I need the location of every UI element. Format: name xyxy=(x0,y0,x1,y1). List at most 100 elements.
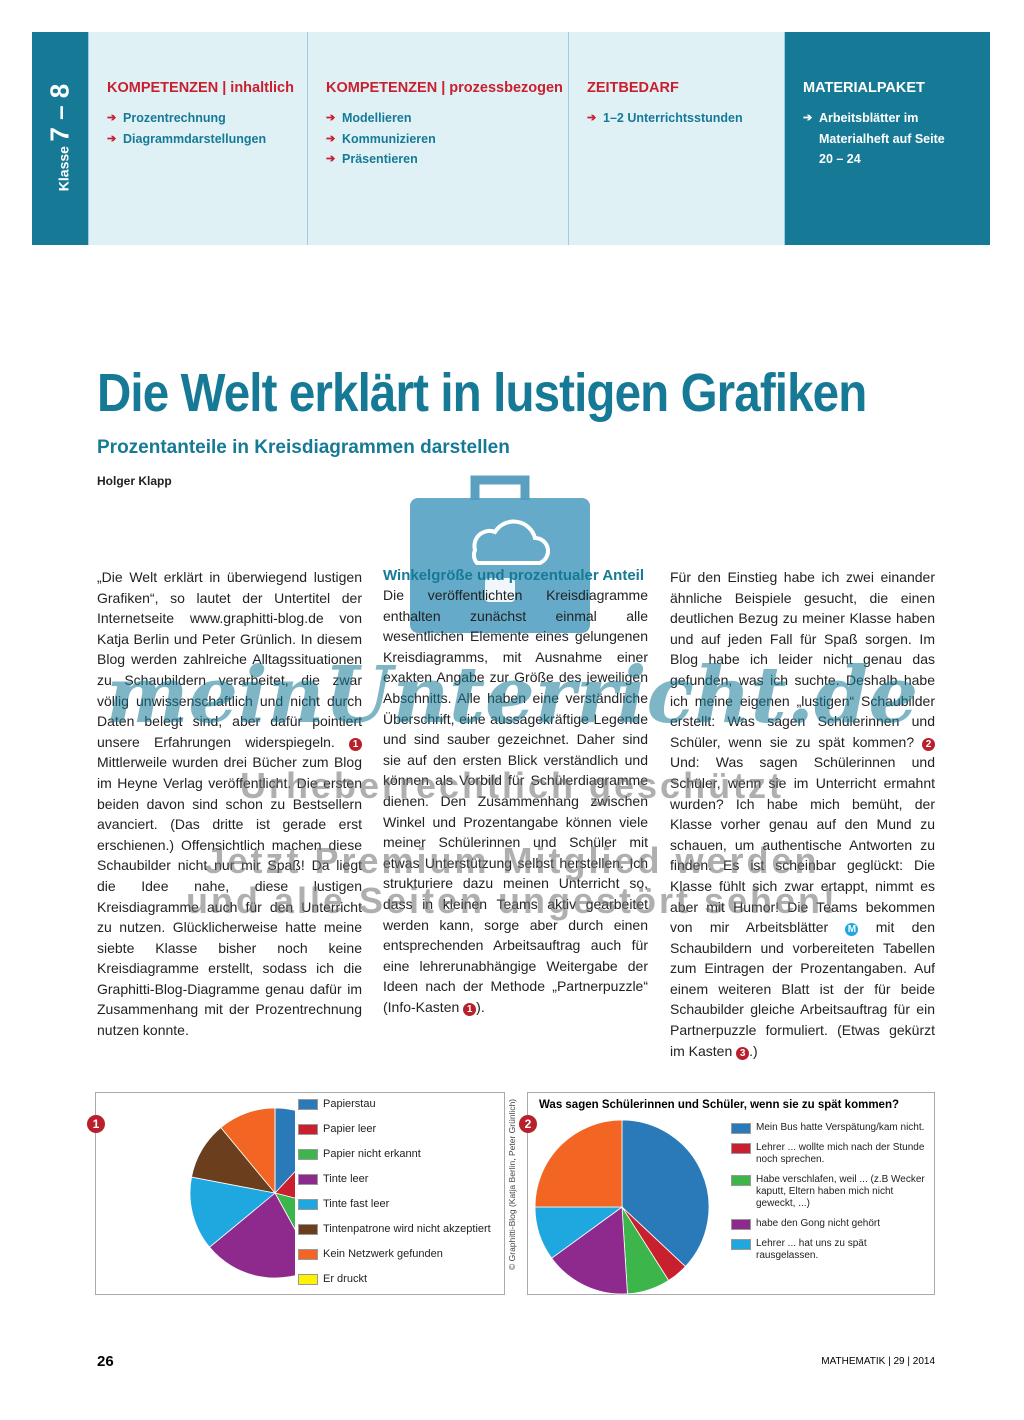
watermark: meinUnterricht.de xyxy=(105,650,919,741)
chart-frame xyxy=(95,1092,505,1295)
legend-item: Papier leer xyxy=(298,1123,498,1135)
header-item: Prozentrechnung xyxy=(107,108,307,129)
legend-item: Kein Netzwerk gefunden xyxy=(298,1248,498,1260)
header-column-title: MATERIALPAKET xyxy=(803,80,925,96)
legend-item: Habe verschlafen, weil ... (z.B Wecker k… xyxy=(731,1174,926,1210)
page-number: 26 xyxy=(97,1353,114,1370)
legend-swatch xyxy=(298,1274,318,1285)
header-item: Präsentieren xyxy=(326,149,568,170)
grade-strip: Klasse 7 – 8 xyxy=(32,32,88,245)
text: Die veröffentlichten Kreisdiagramme enth… xyxy=(383,587,648,1015)
legend-swatch xyxy=(731,1219,751,1230)
legend-label: Er druckt xyxy=(323,1273,368,1285)
watermark: und alle Seiten ungestört sehen! xyxy=(185,880,839,921)
grade-label: Klasse xyxy=(55,146,72,192)
legend-label: Tinte leer xyxy=(323,1173,369,1185)
legend-swatch xyxy=(298,1124,318,1135)
watermark: Urheberrechtlich geschützt xyxy=(239,765,785,806)
legend-item: Er druckt xyxy=(298,1273,498,1285)
paragraph: Für den Einstieg habe ich zwei einander … xyxy=(670,567,935,1061)
pie-slice xyxy=(621,1119,710,1268)
pie-slice xyxy=(551,1206,628,1295)
pie-slice xyxy=(189,1176,276,1248)
pie-slice xyxy=(208,1192,295,1279)
header-item: Diagrammdarstellungen xyxy=(107,129,307,150)
legend-label: habe den Gong nicht gehört xyxy=(756,1218,880,1229)
grade-range: 7 – 8 xyxy=(44,83,75,142)
text: Und: Was sagen Schülerinnen und Schüler,… xyxy=(670,754,935,936)
paragraph: „Die Welt erklärt in überwiegend lustige… xyxy=(97,567,362,1041)
header-item: Kommunizieren xyxy=(326,129,568,150)
text: Für den Einstieg habe ich zwei einander … xyxy=(670,569,935,750)
text-column: Winkelgröße und prozentualer Anteil Die v… xyxy=(383,567,648,1017)
text: mit den Schaubildern und vorbereiteten T… xyxy=(670,919,935,1059)
pie-slice xyxy=(274,1171,295,1199)
badge: 2 xyxy=(922,737,935,751)
chart-badge: 2 xyxy=(519,1115,537,1133)
text: ). xyxy=(476,998,485,1015)
legend-item: Lehrer ... wollte mich nach der Stunde n… xyxy=(731,1142,926,1166)
legend-item: Papier nicht erkannt xyxy=(298,1148,498,1160)
header-item: 1–2 Unterrichtsstunden xyxy=(587,108,784,129)
paragraph: Die veröffentlichten Kreisdiagramme enth… xyxy=(383,585,648,1017)
legend-item: Lehrer ... hat uns zu spät rausgelassen. xyxy=(731,1238,926,1262)
legend-label: Tintenpatrone wird nicht akzeptiert xyxy=(323,1223,491,1235)
legend-label: Tinte fast leer xyxy=(323,1198,390,1210)
legend-swatch xyxy=(298,1099,318,1110)
section-heading: Winkelgröße und prozentualer Anteil xyxy=(383,567,644,584)
header-item: Modellieren xyxy=(326,108,568,129)
badge: 3 xyxy=(736,1046,750,1060)
author: Holger Klapp xyxy=(97,474,172,488)
legend-label: Papier leer xyxy=(323,1123,377,1135)
chart-frame xyxy=(527,1092,935,1295)
legend-swatch xyxy=(298,1249,318,1260)
header-column-title: KOMPETENZEN | prozessbezogen xyxy=(326,80,563,96)
text: Mittlerweile wurden drei Bücher zum Blog… xyxy=(97,754,362,1039)
legend-item: Tinte fast leer xyxy=(298,1198,498,1210)
chart-badge: 1 xyxy=(87,1115,105,1133)
legend-item: Mein Bus hatte Verspätung/kam nicht. xyxy=(731,1122,926,1134)
header-column: KOMPETENZEN | prozessbezogen ModellierenK… xyxy=(307,32,568,245)
header-column-title: ZEITBEDARF xyxy=(587,80,679,96)
pie-slice xyxy=(274,1192,295,1231)
credit: © Graphitti-Blog (Katja Berlin, Peter Gr… xyxy=(507,1098,517,1270)
legend-item: Papierstau xyxy=(298,1098,498,1110)
briefcase-watermark xyxy=(410,475,590,633)
header-column: MATERIALPAKET Arbeitsblätter im Materialh… xyxy=(784,32,990,245)
legend-swatch xyxy=(298,1199,318,1210)
legend-label: Mein Bus hatte Verspätung/kam nicht. xyxy=(756,1122,925,1133)
badge: M xyxy=(845,923,859,937)
legend-item: Tintenpatrone wird nicht akzeptiert xyxy=(298,1223,498,1235)
badge: 1 xyxy=(349,737,362,751)
legend-swatch xyxy=(298,1149,318,1160)
chart-title: Was sagen Schülerinnen und Schüler, wenn… xyxy=(539,1099,899,1111)
grade: Klasse 7 – 8 xyxy=(45,70,76,206)
legend: Mein Bus hatte Verspätung/kam nicht. Lehr… xyxy=(731,1122,926,1270)
legend-label: Habe verschlafen, weil ... (z.B Wecker k… xyxy=(756,1174,925,1209)
watermark: Jetzt Premium Mitglied werden xyxy=(204,840,820,881)
legend-swatch xyxy=(298,1224,318,1235)
legend-swatch xyxy=(731,1123,751,1134)
header-column: ZEITBEDARF 1–2 Unterrichtsstunden xyxy=(568,32,784,245)
pie-slice xyxy=(274,1107,295,1195)
legend-label: Lehrer ... hat uns zu spät rausgelassen. xyxy=(756,1238,867,1261)
journal: MATHEMATIK | 29 | 2014 xyxy=(821,1356,935,1367)
legend-swatch xyxy=(731,1143,751,1154)
legend-swatch xyxy=(298,1174,318,1185)
legend: Papierstau Papier leer Papier nicht erkann… xyxy=(298,1098,498,1298)
pie-slice xyxy=(534,1119,623,1208)
legend-label: Lehrer ... wollte mich nach der Stunde n… xyxy=(756,1142,925,1165)
text-column: Für den Einstieg habe ich zwei einander … xyxy=(670,567,935,1061)
header-item: Arbeitsblätter im Materialheft auf Seite… xyxy=(803,108,959,170)
legend-swatch xyxy=(731,1175,751,1186)
header-column: KOMPETENZEN | inhaltlich ProzentrechnungD… xyxy=(88,32,307,245)
text-column: „Die Welt erklärt in überwiegend lustige… xyxy=(97,567,362,1041)
legend-item: Tinte leer xyxy=(298,1173,498,1185)
pie-chart xyxy=(189,1107,295,1279)
legend-label: Kein Netzwerk gefunden xyxy=(323,1248,443,1260)
legend-label: Papier nicht erkannt xyxy=(323,1148,421,1160)
text: .) xyxy=(749,1042,758,1059)
header-column-title: KOMPETENZEN | inhaltlich xyxy=(107,80,294,96)
pie-chart xyxy=(534,1119,710,1295)
